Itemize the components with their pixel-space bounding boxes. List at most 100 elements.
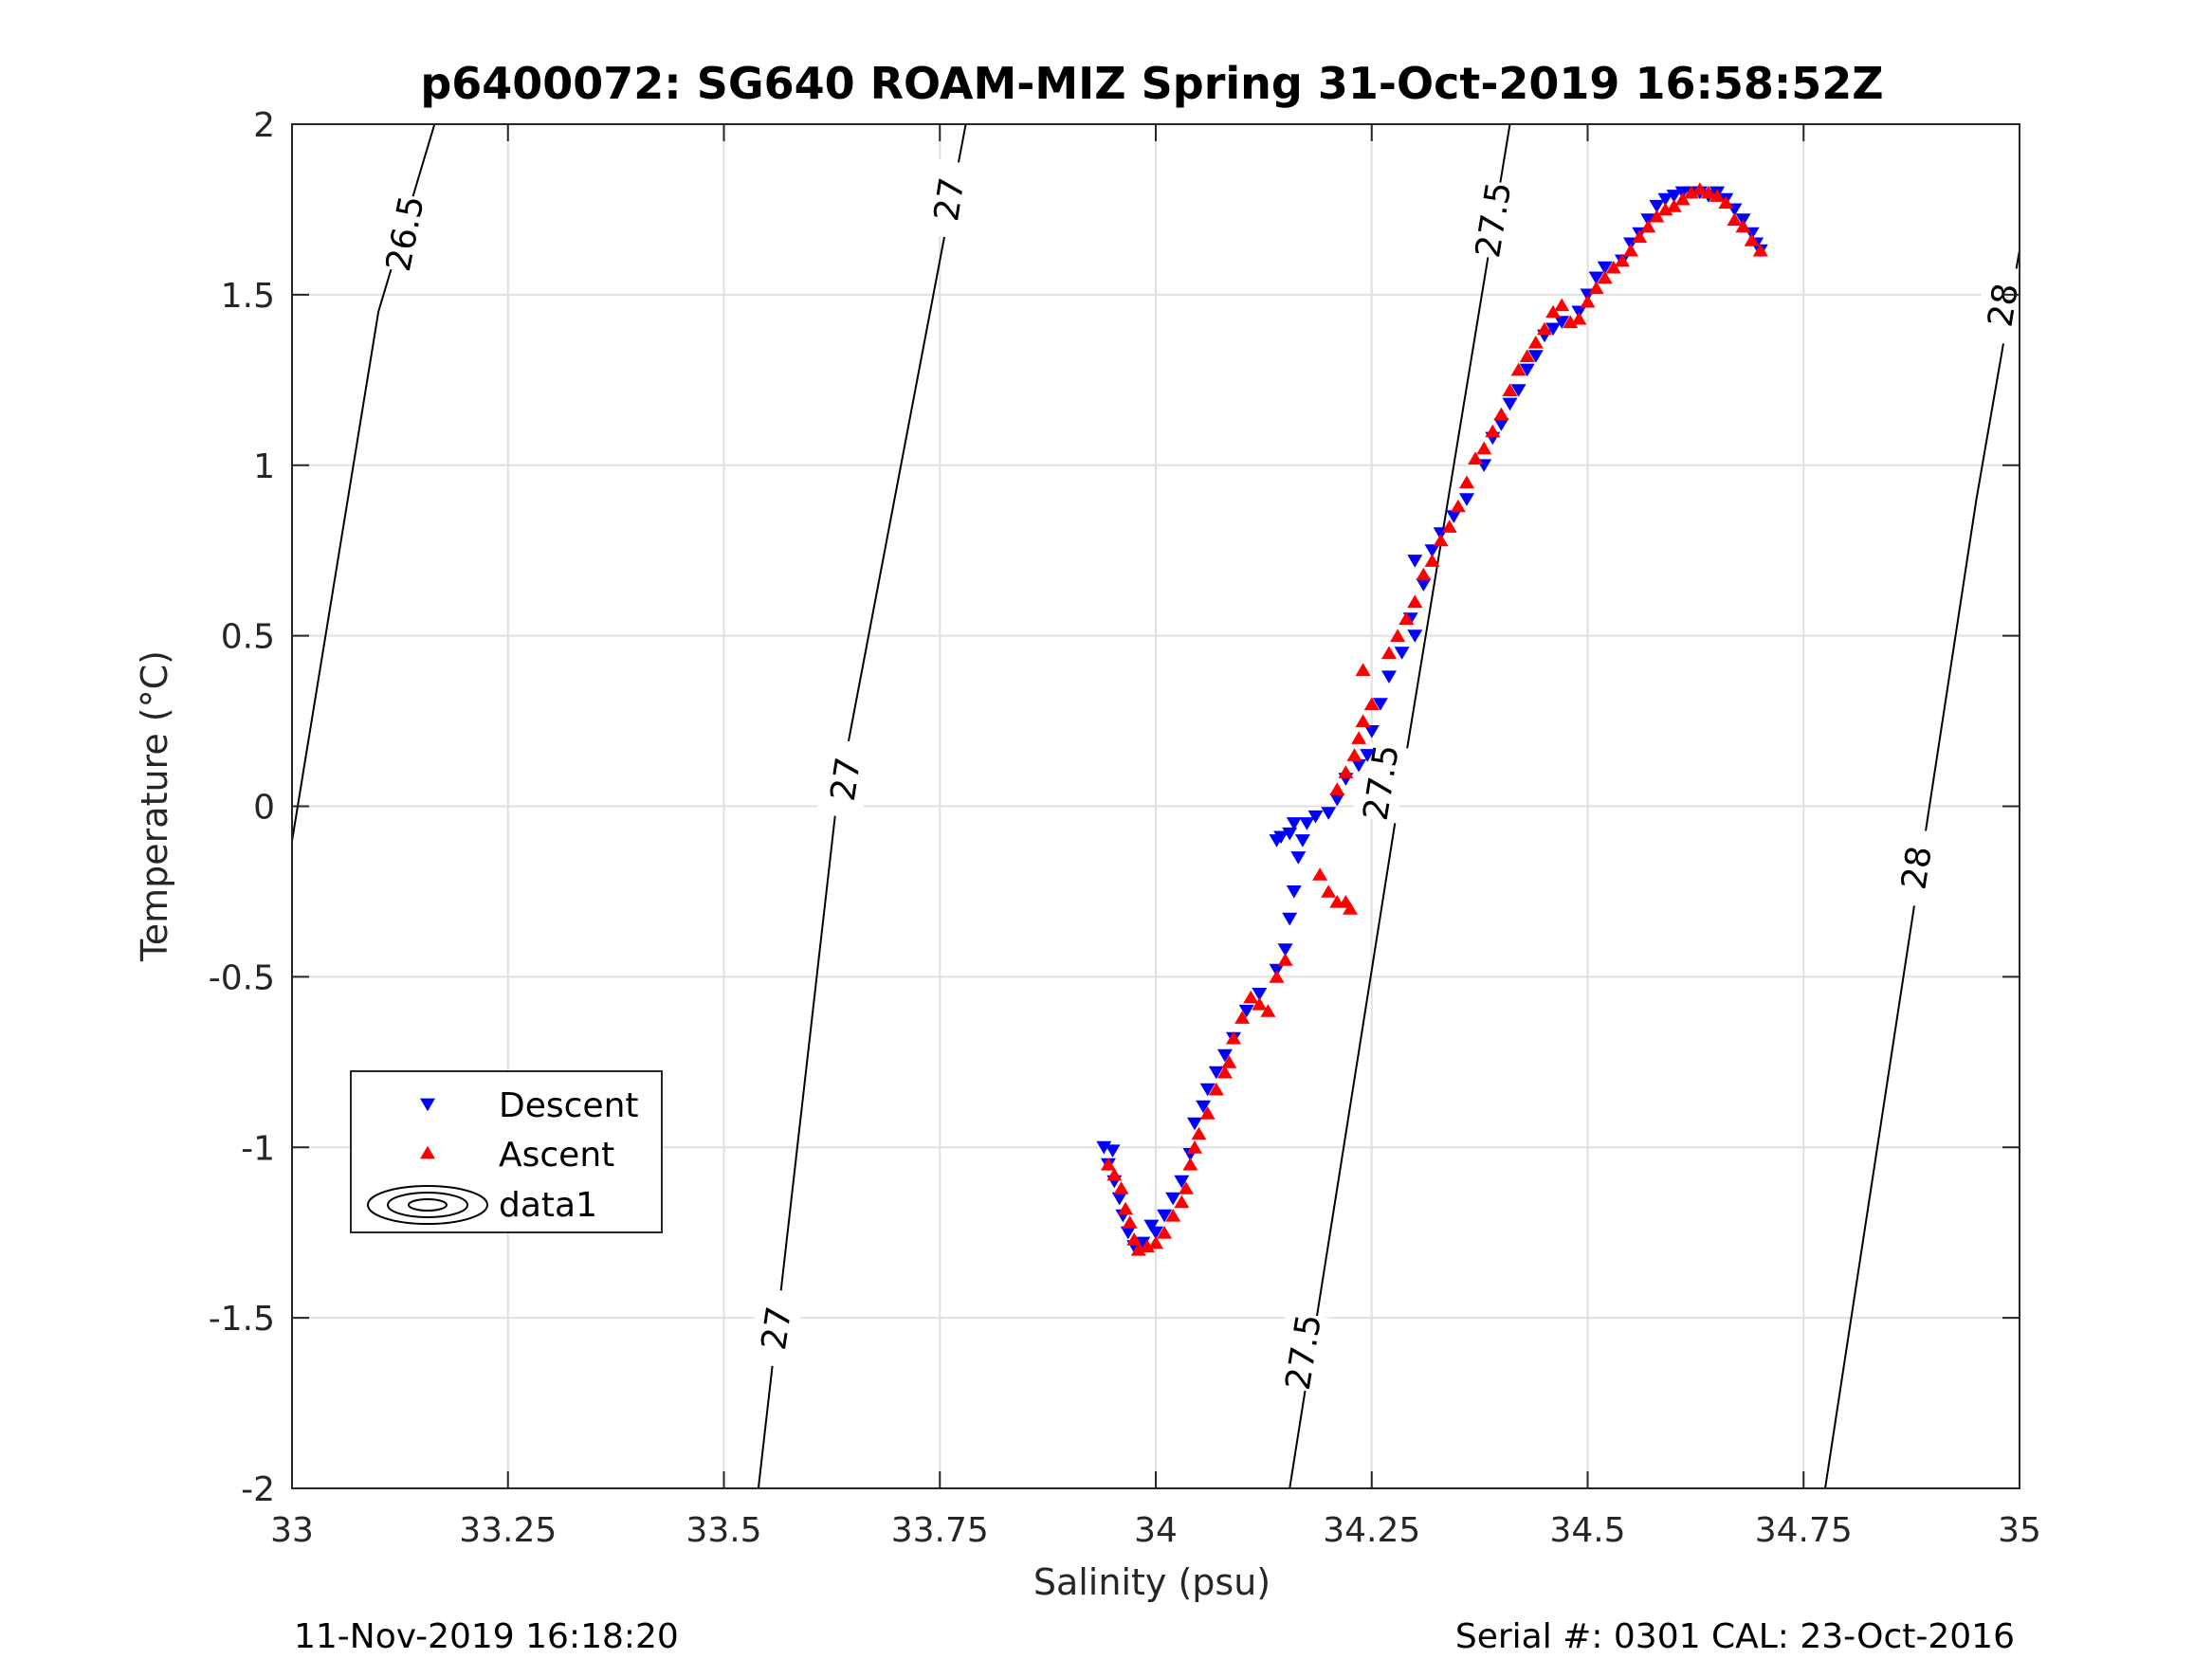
descent-point [1588, 271, 1604, 285]
descent-point [1351, 758, 1367, 773]
descent-point [1282, 912, 1298, 926]
ascent-point [1178, 1181, 1194, 1194]
ascent-point [1260, 1004, 1276, 1017]
legend: Descent Ascent data1 [350, 1070, 663, 1233]
density-contours: 26.5 27 27 27 27.5 27.5 27.5 28 28 [292, 124, 2026, 1488]
descent-point [1199, 1083, 1216, 1097]
descent-point [1321, 807, 1337, 820]
ascent-point [1113, 1181, 1129, 1194]
contour-label-group: 28 [1887, 827, 1945, 909]
ascent-point [1277, 953, 1293, 966]
ascent-point [1450, 499, 1466, 513]
ascent-point [1390, 629, 1406, 642]
descent-point [1286, 885, 1302, 899]
ascent-point [1398, 611, 1415, 625]
ascent-point [1139, 1239, 1155, 1252]
ascent-point [1605, 260, 1621, 274]
ascent-point [1493, 407, 1509, 421]
ascent-point [1329, 782, 1345, 795]
ascent-point [1674, 191, 1691, 206]
ascent-point [1243, 990, 1259, 1004]
ascent-point [1407, 594, 1423, 608]
ascent-point [1640, 219, 1656, 233]
ascent-point [1752, 243, 1768, 257]
x-tick-label: 34 [1134, 1511, 1178, 1550]
contour-label-bg [747, 1286, 804, 1370]
descent-point [1666, 190, 1682, 203]
ascent-point [1106, 1167, 1123, 1181]
y-axis-label: Temperature (°C) [134, 650, 175, 962]
descent-point [1111, 1192, 1127, 1206]
descent-point [1597, 261, 1613, 275]
ascent-point [1208, 1082, 1224, 1096]
ascent-point [1718, 195, 1734, 210]
ascent-point [1527, 336, 1544, 349]
contour-label-bg [816, 738, 873, 820]
contour-label: 28 [1981, 281, 2026, 330]
ascent-point [1502, 383, 1518, 396]
ascent-point [1343, 902, 1358, 915]
ascent-point [1735, 219, 1751, 233]
ascent-point [1100, 1158, 1116, 1171]
contour-label-bg [920, 157, 978, 241]
ascent-point [1221, 1055, 1237, 1068]
contour-label-group: 27.5 [1273, 1310, 1331, 1394]
contour-label: 27 [755, 1304, 799, 1352]
ascent-point [1122, 1215, 1138, 1229]
descent-point [1282, 827, 1298, 841]
ascent-point [1165, 1209, 1181, 1222]
descent-point [1554, 316, 1570, 329]
contour-label: 27 [824, 755, 868, 803]
y-tick-label: 0 [253, 789, 275, 828]
descent-point [1252, 988, 1268, 1001]
ascent-point [1118, 1201, 1134, 1215]
axis-ticks: 33 33.25 33.5 33.75 34 34.25 34.5 34.75 35 2 1.5 1 0… [209, 106, 2041, 1550]
ascent-point [1683, 185, 1699, 199]
descent-point [1096, 1140, 1112, 1155]
ascent-point [1174, 1194, 1190, 1209]
descent-point [1157, 1209, 1173, 1223]
ascent-point [1709, 189, 1726, 202]
ascent-point [1691, 182, 1708, 195]
ascent-point [1597, 270, 1613, 284]
ascent-point [1182, 1158, 1198, 1171]
x-tick-label: 33.25 [459, 1511, 557, 1550]
descent-point [1424, 544, 1440, 557]
descent-point [1208, 1066, 1224, 1080]
legend-contour-icon [367, 1185, 488, 1225]
ascent-point [1346, 748, 1362, 761]
ascent-point [1355, 714, 1371, 727]
chart-title: p6400072: SG640 ROAM-MIZ Spring 31-Oct-2… [420, 58, 1883, 109]
ascent-point [1252, 997, 1268, 1011]
descent-point [1407, 629, 1423, 643]
ascent-point [1338, 765, 1354, 778]
ascent-point [1312, 867, 1328, 881]
ascent-point [1187, 1140, 1202, 1154]
ascent-point [1537, 321, 1552, 336]
descent-point [1216, 1048, 1233, 1063]
legend-descent-marker [420, 1098, 435, 1112]
ascent-point [1199, 1106, 1216, 1120]
ascent-point [1157, 1226, 1173, 1239]
ascent-point [1623, 243, 1638, 257]
descent-point [1360, 749, 1376, 762]
contour-label-bg [1464, 178, 1522, 262]
x-tick-label: 33.75 [891, 1511, 989, 1550]
contour-label-bg [1273, 1310, 1331, 1394]
y-tick-label: -1 [241, 1129, 275, 1168]
ascent-point [1126, 1232, 1143, 1246]
y-tick-label: 1 [253, 447, 275, 486]
ascent-point [1269, 970, 1285, 983]
descent-point [1329, 793, 1345, 807]
ascent-point [1351, 731, 1367, 744]
legend-descent-label: Descent [499, 1086, 639, 1125]
descent-point [1165, 1192, 1181, 1206]
descent-point [1519, 363, 1535, 377]
ascent-point [1234, 1011, 1251, 1024]
footer-serial-cal: Serial #: 0301 CAL: 23-Oct-2016 [1455, 1617, 2015, 1656]
descent-point [1286, 817, 1302, 830]
legend-ascent-label: Ascent [499, 1136, 614, 1175]
descent-point [1363, 725, 1380, 738]
ascent-point [1588, 281, 1604, 295]
descent-point [1196, 1100, 1212, 1114]
